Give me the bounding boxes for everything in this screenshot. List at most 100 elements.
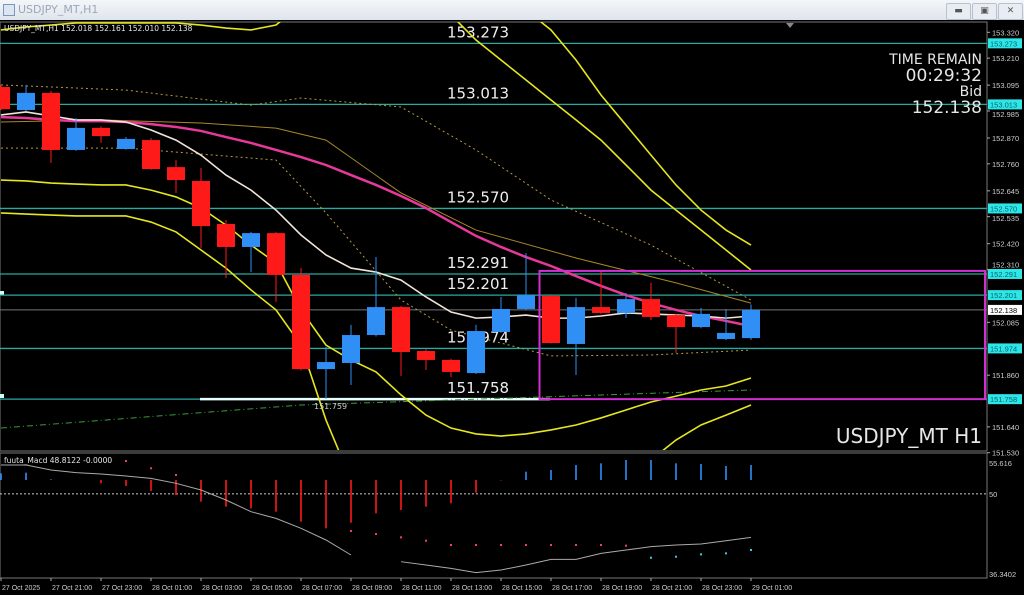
signal-dot <box>675 555 677 558</box>
band-lower-outer-line <box>0 212 752 450</box>
bearish-candle <box>542 296 560 344</box>
close-icon: ✕ <box>1006 6 1015 16</box>
bullish-candle <box>717 332 735 340</box>
price-axis-label: 152.085 <box>992 318 1019 327</box>
env-lower-dashed-line <box>1 147 752 357</box>
time-axis-label: 28 Oct 17:00 <box>552 585 592 592</box>
bid-price-tag-text: 152.138 <box>990 306 1017 315</box>
bullish-candle <box>692 313 710 328</box>
level-price-tag-text: 153.273 <box>990 39 1017 48</box>
trend-green-line <box>0 389 752 429</box>
bullish-candle <box>492 308 510 332</box>
signal-dot <box>350 530 352 533</box>
signal-dot <box>475 543 477 546</box>
level-label: 152.291 <box>447 254 509 272</box>
signal-dot <box>175 473 177 476</box>
window-title-bar[interactable]: USDJPY_MT,H1 ▬ ▣ ✕ <box>0 0 1024 20</box>
oscillator-line <box>1 464 352 556</box>
bullish-candle <box>342 335 360 363</box>
chart-window-icon <box>3 4 15 16</box>
bid-price-tag <box>988 304 1022 315</box>
time-axis-label: 28 Oct 23:00 <box>702 585 742 592</box>
signal-dot <box>550 543 552 546</box>
bid-label: Bid <box>959 84 982 100</box>
left-marker <box>0 394 4 398</box>
level-label: 151.758 <box>447 379 509 397</box>
chart-shift-marker-icon <box>786 23 794 28</box>
price-axis-label: 152.645 <box>992 187 1019 196</box>
bullish-candle <box>17 92 35 111</box>
signal-dot <box>700 553 702 556</box>
subwindow-axis-label: 55.616 <box>989 459 1012 468</box>
time-axis-label: 27 Oct 2025 <box>2 585 40 592</box>
bearish-candle <box>192 180 210 227</box>
close-button[interactable]: ✕ <box>998 3 1023 20</box>
price-axis-label: 151.530 <box>992 449 1019 458</box>
oscillator-line <box>400 536 752 574</box>
time-axis-label: 28 Oct 19:00 <box>602 585 642 592</box>
price-axis-label: 151.640 <box>992 423 1019 432</box>
time-remain-label: TIME REMAIN <box>889 52 982 68</box>
price-axis-label: 152.310 <box>992 260 1019 269</box>
time-axis-label: 28 Oct 01:00 <box>152 585 192 592</box>
level-price-tag <box>988 268 1022 279</box>
level-price-tag-text: 152.570 <box>990 204 1017 213</box>
signal-dot <box>150 467 152 470</box>
subwindow-axis-label: 50 <box>989 490 997 499</box>
price-axis-label: 152.760 <box>992 160 1019 169</box>
signal-dot <box>725 552 727 555</box>
time-axis-label: 28 Oct 11:00 <box>402 585 442 592</box>
bearish-candle <box>417 351 435 360</box>
bearish-candle <box>642 299 660 317</box>
time-remain-value: 00:29:32 <box>905 66 982 86</box>
range-box <box>538 269 986 401</box>
bearish-candle <box>292 274 310 370</box>
level-price-tag <box>988 203 1022 214</box>
bearish-candle <box>217 223 235 247</box>
minimize-button[interactable]: ▬ <box>946 3 971 20</box>
time-axis-label: 28 Oct 07:00 <box>302 585 342 592</box>
time-axis-label: 28 Oct 05:00 <box>252 585 292 592</box>
price-axis-label: 152.535 <box>992 214 1019 223</box>
price-axis-label: 152.420 <box>992 240 1019 249</box>
bearish-candle <box>0 87 10 110</box>
signal-dot <box>750 549 752 552</box>
low-price-label: 151.759 <box>314 402 347 411</box>
level-price-tag-text: 151.974 <box>990 344 1017 353</box>
level-label: 153.273 <box>447 23 509 41</box>
price-axis-label: 152.870 <box>992 134 1019 143</box>
bearish-candle <box>267 233 285 275</box>
level-price-tag-text: 151.758 <box>990 395 1017 404</box>
signal-dot <box>425 539 427 542</box>
band-upper-outer-line <box>539 22 752 246</box>
band-lower-inner-line <box>0 179 752 437</box>
level-price-tag <box>988 38 1022 49</box>
left-marker <box>0 291 4 295</box>
bullish-candle <box>742 309 760 339</box>
time-axis-label: 28 Oct 09:00 <box>352 585 392 592</box>
chart-window[interactable]: 153.273 153.013 152.570 152.291 152.201 151.9… <box>0 20 1024 595</box>
level-label: 152.570 <box>447 188 509 206</box>
restore-icon: ▣ <box>980 6 989 16</box>
level-price-tag-text: 153.013 <box>990 100 1017 109</box>
symbol-watermark: USDJPY_MT H1 <box>835 424 982 448</box>
bid-value: 152.138 <box>911 98 982 118</box>
bullish-candle <box>67 127 85 150</box>
price-axis-label: 152.985 <box>992 110 1019 119</box>
level-price-tag <box>988 290 1022 301</box>
band-upper-inner-line <box>0 22 752 271</box>
signal-dot <box>575 543 577 546</box>
signal-dot <box>125 459 127 462</box>
bearish-candle <box>92 127 110 137</box>
main-pane-border <box>0 21 988 452</box>
level-price-tag <box>988 394 1022 405</box>
price-axis-label: 151.860 <box>992 371 1019 380</box>
level-label: 153.013 <box>447 84 509 102</box>
bullish-candle <box>317 362 335 370</box>
restore-button[interactable]: ▣ <box>972 3 997 20</box>
price-chart[interactable]: 153.273 153.013 152.570 152.291 152.201 151.9… <box>0 20 1024 595</box>
bearish-candle <box>592 307 610 313</box>
level-price-tag-text: 152.291 <box>990 270 1017 279</box>
bearish-candle <box>42 92 60 150</box>
bullish-candle <box>567 307 585 344</box>
